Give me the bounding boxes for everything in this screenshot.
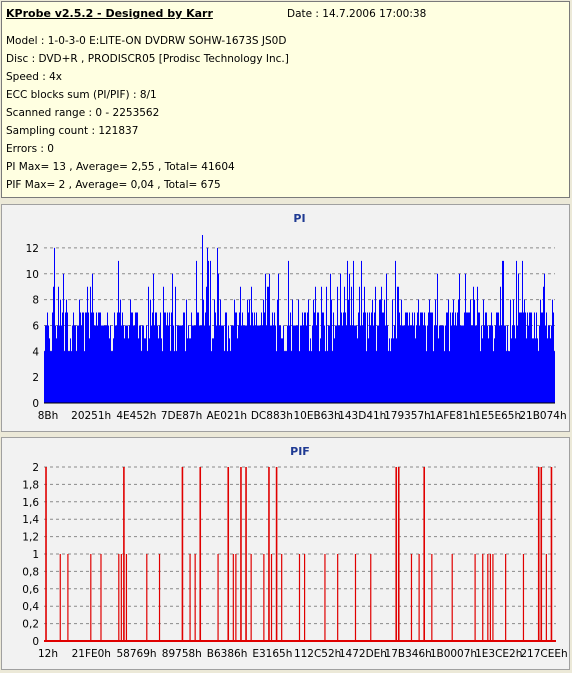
y-tick-label: 4	[32, 346, 39, 358]
y-tick-label: 2	[32, 372, 39, 384]
x-tick-label: 112C52h	[294, 648, 341, 660]
y-tick-label: 6	[32, 320, 39, 332]
y-tick-label: 8	[32, 295, 39, 307]
y-tick-label: 1,4	[22, 514, 39, 526]
disc-line: Disc : DVD+R , PRODISCR05 [Prodisc Techn…	[6, 53, 289, 65]
chart-title: PI	[293, 212, 305, 225]
model-line: Model : 1-0-3-0 E:LITE-ON DVDRW SOHW-167…	[6, 35, 287, 47]
x-tick-label: 1B0007h	[430, 648, 477, 660]
pi-base-fill	[44, 351, 555, 403]
x-tick-label: 1E5E65h	[474, 410, 521, 422]
y-tick-label: 0,6	[22, 584, 39, 596]
speed-line: Speed : 4x	[6, 71, 63, 83]
y-tick-label: 10	[26, 269, 39, 281]
x-tick-label: DC883h	[251, 410, 293, 422]
pif-stats-line: PIF Max= 2 , Average= 0,04 , Total= 675	[6, 179, 221, 191]
scan-summary-panel: KProbe v2.5.2 - Designed by Karr Date : …	[1, 1, 570, 198]
x-tick-label: 4E452h	[116, 410, 156, 422]
pi-chart: PI 0 2 4 6 8 10 12 8Bh 20251h 4E452h 7DE87h AE021h DC…	[26, 212, 567, 422]
x-tick-label: 58769h	[117, 648, 157, 660]
pif-chart-panel: PIF 0 0,2 0,4 0,6 0,8 1 1,2 1,4 1,6 1,8 2 12h 21FE0h 5…	[1, 437, 570, 670]
x-tick-label: 143D41h	[338, 410, 386, 422]
x-tick-label: 21B074h	[519, 410, 566, 422]
y-tick-label: 0	[32, 398, 39, 410]
y-tick-label: 1,6	[22, 497, 39, 509]
app-title: KProbe v2.5.2 - Designed by Karr	[6, 7, 213, 20]
x-tick-label: 179357h	[384, 410, 431, 422]
pi-stats-line: PI Max= 13 , Average= 2,55 , Total= 4160…	[6, 161, 235, 173]
ecc-line: ECC blocks sum (PI/PIF) : 8/1	[6, 89, 157, 101]
range-line: Scanned range : 0 - 2253562	[6, 107, 160, 119]
pif-chart: PIF 0 0,2 0,4 0,6 0,8 1 1,2 1,4 1,6 1,8 2 12h 21FE0h 5…	[22, 445, 567, 660]
x-tick-label: 217CEEh	[520, 648, 567, 660]
x-tick-label: 12h	[38, 648, 58, 660]
pi-chart-panel: PI 0 2 4 6 8 10 12 8Bh 20251h 4E452h 7DE87h AE021h DC…	[1, 204, 570, 432]
y-tick-label: 12	[26, 243, 39, 255]
x-tick-label: AE021h	[206, 410, 247, 422]
y-tick-label: 0,8	[22, 566, 39, 578]
x-tick-label: E3165h	[252, 648, 292, 660]
x-tick-label: 8Bh	[38, 410, 59, 422]
x-tick-label: 89758h	[162, 648, 202, 660]
y-tick-label: 0,2	[22, 619, 39, 631]
x-tick-label: 10EB63h	[293, 410, 340, 422]
x-tick-label: B6386h	[207, 648, 248, 660]
x-tick-label: 1E3CE2h	[475, 648, 522, 660]
y-tick-label: 1,8	[22, 479, 39, 491]
y-tick-label: 2	[32, 462, 39, 474]
x-tick-label: 17B346h	[385, 648, 432, 660]
pi-series	[44, 235, 555, 403]
x-tick-label: 7DE87h	[161, 410, 202, 422]
x-tick-label: 21FE0h	[72, 648, 111, 660]
y-tick-label: 1,2	[22, 532, 39, 544]
y-tick-label: 0,4	[22, 601, 39, 613]
sampling-line: Sampling count : 121837	[6, 125, 139, 137]
y-tick-label: 0	[32, 636, 39, 648]
x-tick-label: 1AFE81h	[429, 410, 476, 422]
errors-line: Errors : 0	[6, 143, 54, 155]
x-tick-label: 1472DEh	[339, 648, 387, 660]
scan-date: Date : 14.7.2006 17:00:38	[287, 8, 427, 20]
x-tick-label: 20251h	[71, 410, 111, 422]
pif-series	[45, 467, 553, 641]
chart-title: PIF	[290, 445, 310, 458]
y-tick-label: 1	[32, 549, 39, 561]
